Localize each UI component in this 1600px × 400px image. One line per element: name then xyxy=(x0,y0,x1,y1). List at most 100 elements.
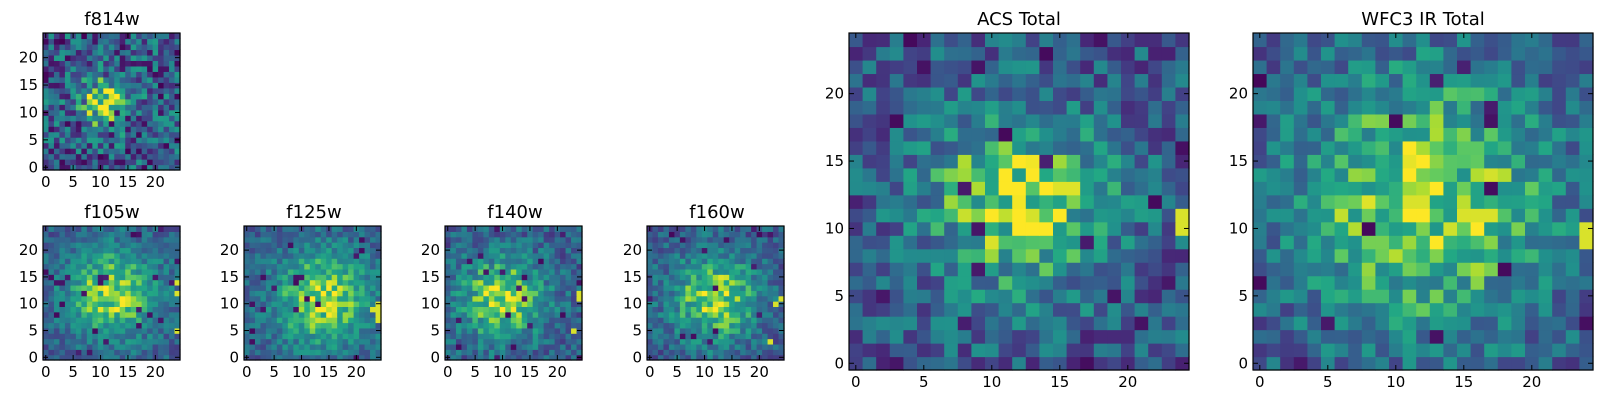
heatmap-cell xyxy=(1389,59,1404,75)
heatmap-cell xyxy=(1080,194,1095,209)
heatmap-cell xyxy=(762,349,769,356)
heatmap-cell xyxy=(260,349,267,356)
heatmap-cell xyxy=(723,290,730,297)
heatmap-cell xyxy=(917,33,932,48)
heatmap-cell xyxy=(1334,248,1349,263)
heatmap-cell xyxy=(718,236,725,243)
heatmap-cell xyxy=(723,231,730,238)
heatmap-cell xyxy=(1361,329,1376,344)
heatmap-cell xyxy=(971,343,986,358)
heatmap-cell xyxy=(163,109,170,116)
heatmap-cell xyxy=(1579,356,1594,371)
heatmap-cell xyxy=(43,231,50,238)
heatmap-cell xyxy=(158,115,165,122)
heatmap-cell xyxy=(450,317,457,324)
heatmap-cell xyxy=(331,263,338,270)
heatmap-cell xyxy=(108,33,115,40)
heatmap-cell xyxy=(1484,316,1499,331)
heatmap-cell xyxy=(849,208,864,223)
heatmap-cell xyxy=(136,38,143,45)
heatmap-cell xyxy=(971,46,986,61)
heatmap-cell xyxy=(1161,343,1176,358)
heatmap-cell xyxy=(130,159,137,166)
heatmap-cell xyxy=(136,354,143,361)
heatmap-cell xyxy=(745,290,752,297)
heatmap-cell xyxy=(1080,275,1095,290)
heatmap-cell xyxy=(1525,329,1540,344)
heatmap-cell xyxy=(103,226,110,232)
heatmap-cell xyxy=(1443,140,1458,155)
heatmap-cell xyxy=(81,343,88,350)
heatmap-cell xyxy=(1012,154,1027,169)
heatmap-cell xyxy=(450,242,457,249)
heatmap-cell xyxy=(571,338,578,345)
heatmap-cell xyxy=(1293,235,1308,250)
heatmap-cell xyxy=(293,295,300,302)
heatmap-cell xyxy=(169,284,176,291)
heatmap-cell xyxy=(244,295,251,302)
heatmap-cell xyxy=(1538,235,1553,250)
heatmap-cell xyxy=(543,322,550,329)
heatmap-cell xyxy=(320,317,327,324)
heatmap-cell xyxy=(92,159,99,166)
y-tick-label: 10 xyxy=(220,295,239,313)
heatmap-cell xyxy=(1039,154,1054,169)
heatmap-cell xyxy=(1375,329,1390,344)
heatmap-cell xyxy=(1307,248,1322,263)
heatmap-cell xyxy=(1497,221,1512,236)
heatmap-cell xyxy=(174,76,181,83)
heatmap-cell xyxy=(86,54,93,61)
heatmap-cell xyxy=(114,54,121,61)
y-tick-label: 0 xyxy=(430,348,440,366)
heatmap-cell xyxy=(1134,127,1149,142)
heatmap-cell xyxy=(1470,86,1485,101)
heatmap-cell xyxy=(723,258,730,265)
heatmap-cell xyxy=(488,317,495,324)
heatmap-cell xyxy=(125,322,132,329)
heatmap-cell xyxy=(249,268,256,275)
heatmap-cell xyxy=(53,126,61,133)
heatmap-cell xyxy=(53,87,61,94)
heatmap-cell xyxy=(1134,289,1149,304)
heatmap-cell xyxy=(141,290,148,297)
heatmap-cell xyxy=(348,338,355,345)
heatmap-cell xyxy=(696,268,703,275)
heatmap-cell xyxy=(971,248,986,263)
heatmap-cell xyxy=(81,284,88,291)
heatmap-cell xyxy=(762,226,769,232)
heatmap-cell xyxy=(1093,86,1108,101)
heatmap-cell xyxy=(756,263,763,270)
heatmap-cell xyxy=(359,274,366,281)
heatmap-cell xyxy=(152,148,159,155)
heatmap-cell xyxy=(1538,208,1553,223)
x-tick-label: 0 xyxy=(41,173,51,191)
heatmap-cell xyxy=(353,343,360,350)
heatmap-cell xyxy=(43,263,50,270)
heatmap-cell xyxy=(1416,167,1431,182)
heatmap-cell xyxy=(516,306,523,313)
heatmap-cell xyxy=(276,258,283,265)
heatmap-cell xyxy=(152,333,159,340)
x-tick-label: 10 xyxy=(91,363,110,381)
heatmap-cell xyxy=(103,311,110,318)
heatmap-cell xyxy=(957,343,972,358)
heatmap-cell xyxy=(1416,316,1431,331)
heatmap-cell xyxy=(163,126,170,133)
heatmap-cell xyxy=(244,349,251,356)
heatmap-cell xyxy=(331,311,338,318)
heatmap-cell xyxy=(125,263,132,270)
heatmap-cell xyxy=(751,327,758,334)
heatmap-cell xyxy=(889,33,904,48)
heatmap-cell xyxy=(158,338,165,345)
heatmap-cell xyxy=(957,289,972,304)
heatmap-cell xyxy=(75,126,82,133)
heatmap-cell xyxy=(108,60,115,67)
heatmap-cell xyxy=(1361,59,1376,75)
heatmap-cell xyxy=(1429,329,1444,344)
heatmap-cell xyxy=(510,349,517,356)
heatmap-cell xyxy=(309,322,316,329)
heatmap-cell xyxy=(141,60,148,67)
heatmap-cell xyxy=(282,333,289,340)
heatmap-cell xyxy=(276,349,283,356)
heatmap-cell xyxy=(756,279,763,286)
